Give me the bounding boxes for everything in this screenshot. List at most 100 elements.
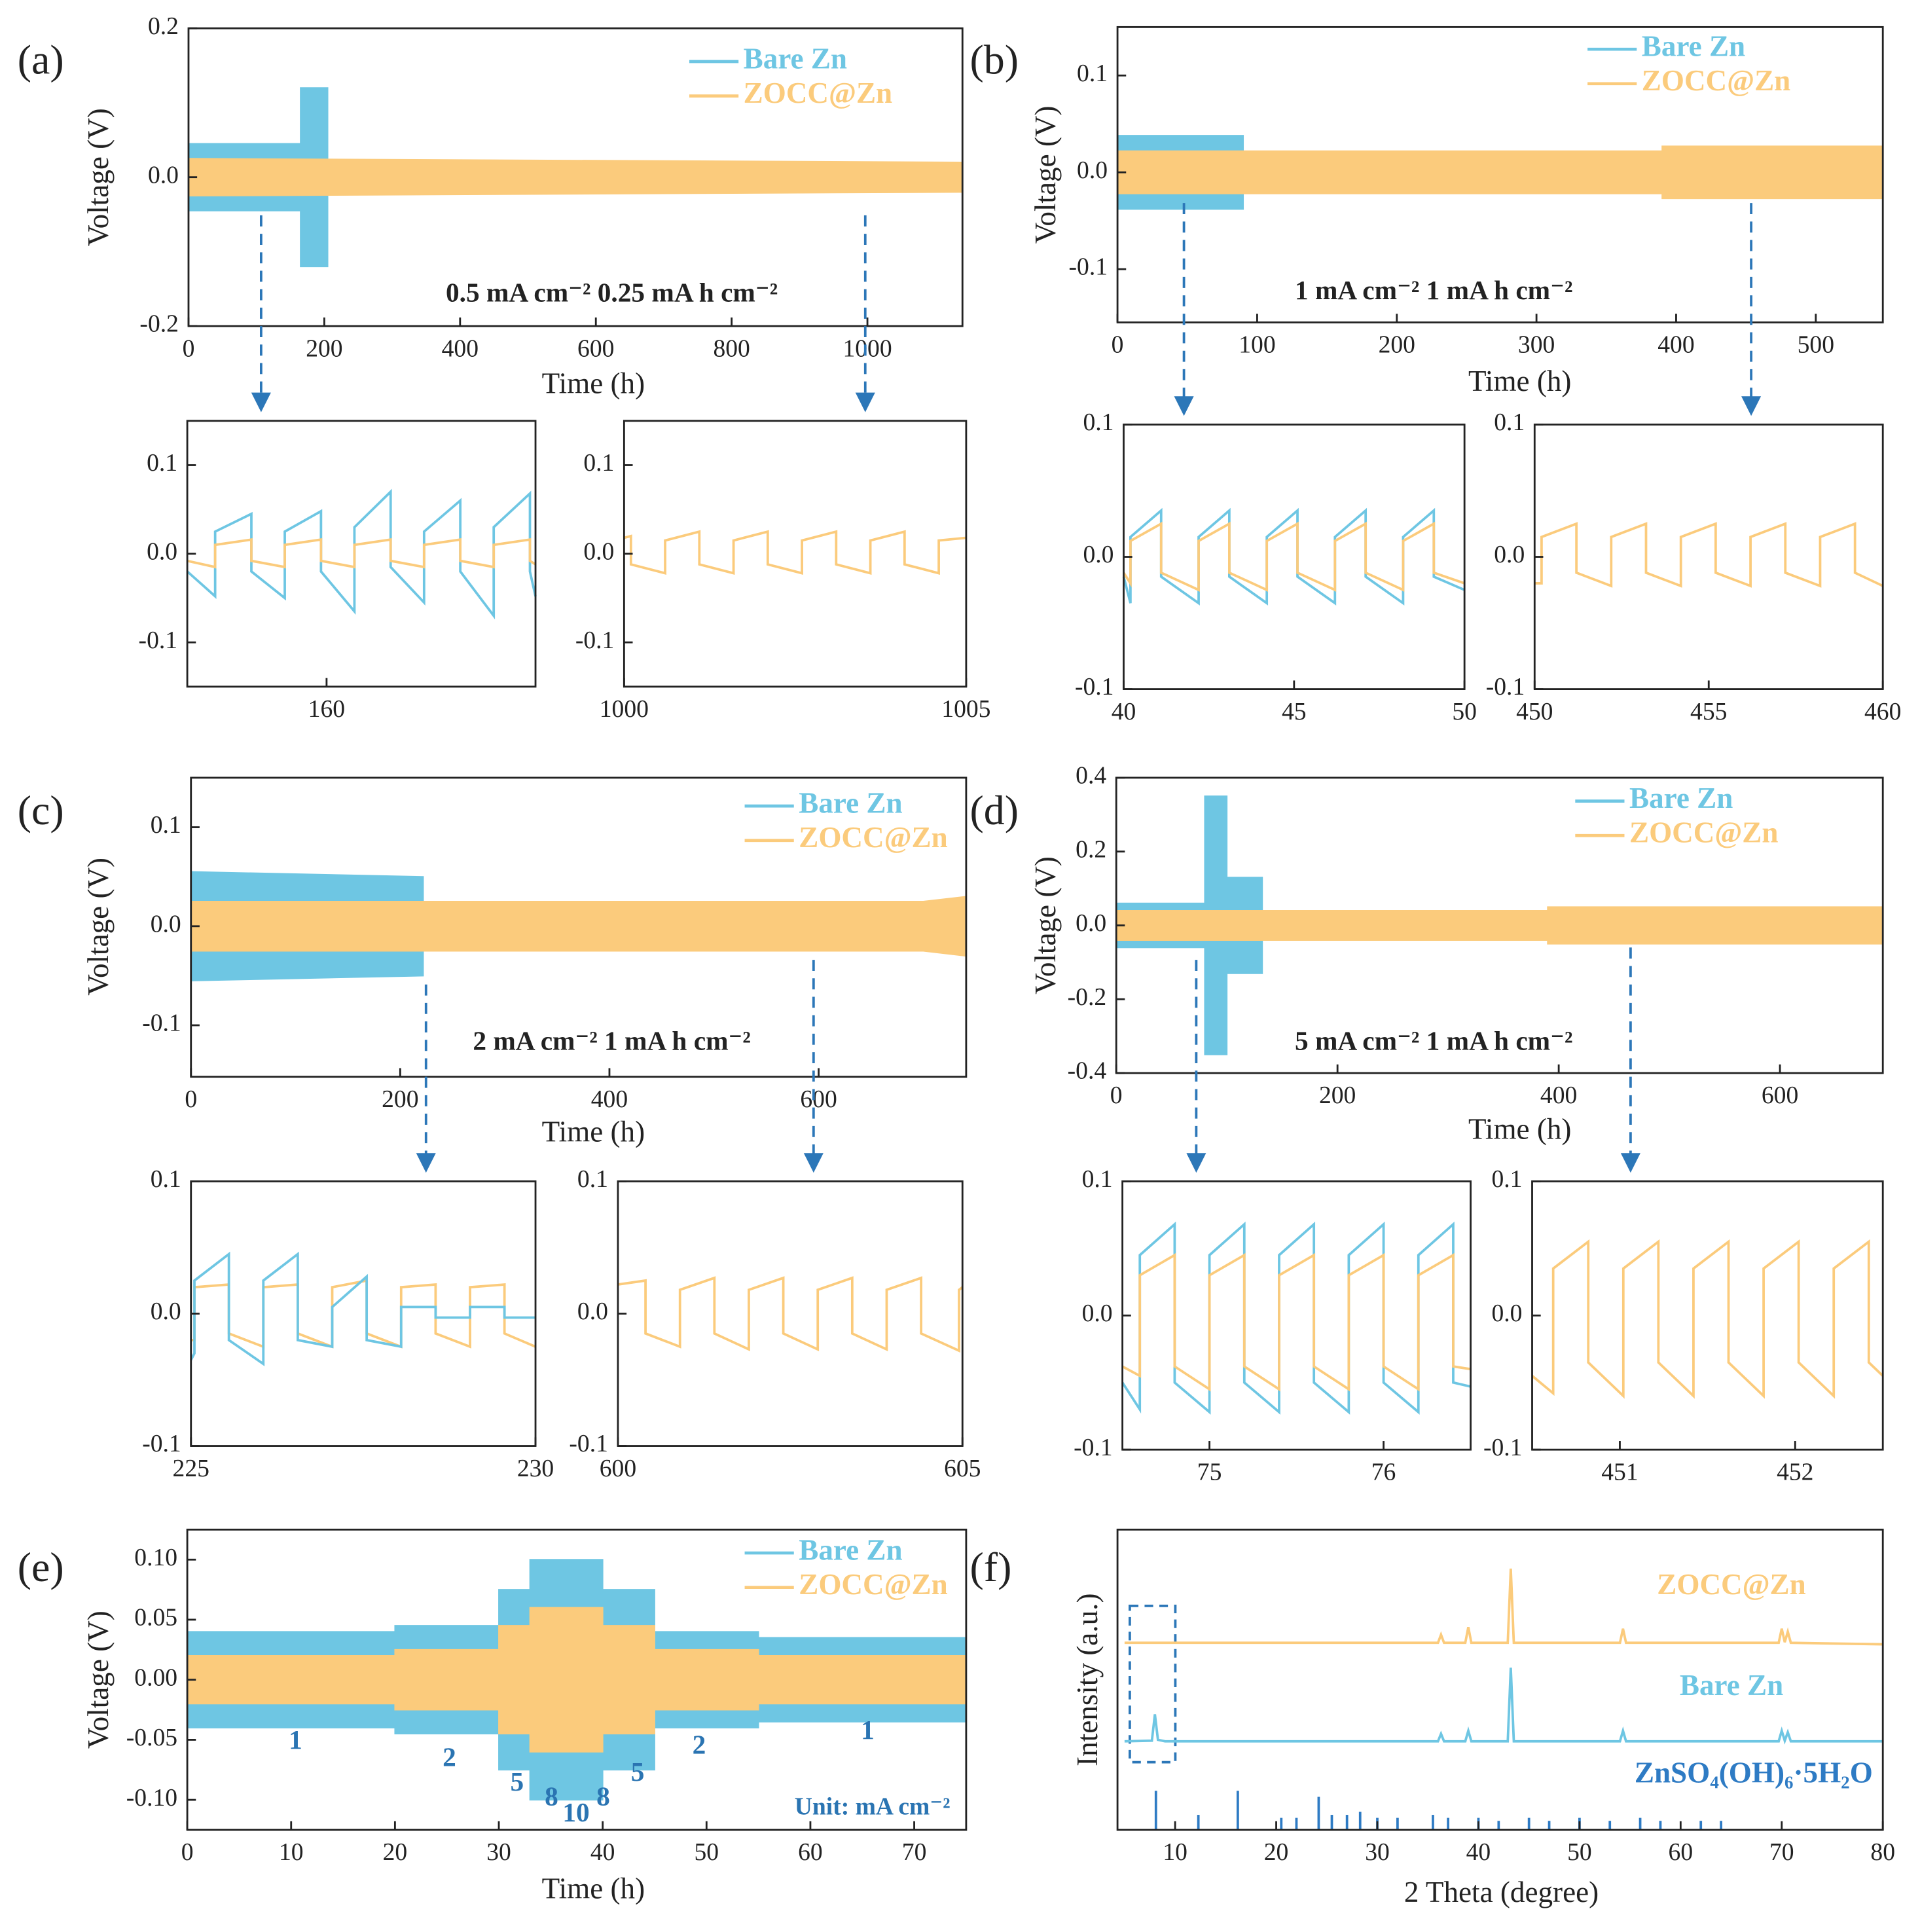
unit-label: Unit: mA cm⁻²	[795, 1794, 951, 1821]
y-tick-label: -0.1	[1075, 674, 1114, 701]
x-tick-label: 70	[1769, 1839, 1794, 1866]
x-axis-label: Time (h)	[1468, 1113, 1572, 1146]
x-tick-label: 0	[1112, 332, 1124, 359]
y-tick-label: -0.1	[1486, 674, 1525, 701]
y-tick-label: -0.1	[569, 1431, 608, 1457]
rate-label: 1	[289, 1724, 302, 1755]
legend-label: ZOCC@Zn	[1629, 816, 1778, 849]
voltage-band	[190, 896, 967, 957]
x-tick-label: 1005	[941, 696, 990, 723]
x-tick-label: 200	[1319, 1082, 1356, 1109]
voltage-band	[188, 158, 964, 197]
legend-label: Bare Zn	[799, 1533, 902, 1566]
series-line	[186, 488, 537, 620]
y-tick-label: 0.1	[1083, 409, 1114, 436]
y-tick-label: 0.0	[1082, 1300, 1113, 1327]
legend-label: Bare Zn	[1642, 30, 1745, 63]
legend-label: Bare Zn	[799, 787, 902, 820]
y-axis-label: Voltage (V)	[1029, 105, 1062, 244]
x-tick-label: 40	[590, 1839, 615, 1866]
voltage-band	[1115, 906, 1884, 945]
x-tick-label: 400	[442, 335, 479, 362]
y-tick-label: 0.0	[151, 911, 181, 938]
rate-label: 5	[511, 1766, 524, 1796]
rate-label: 8	[545, 1781, 558, 1811]
x-tick-label: 70	[902, 1839, 927, 1866]
y-tick-label: 0.4	[1076, 763, 1106, 790]
series-label: Bare Zn	[1680, 1669, 1783, 1702]
axis-frame	[623, 420, 968, 688]
y-tick-label: 0.1	[1494, 409, 1525, 436]
rate-label: 2	[443, 1741, 456, 1772]
x-axis-label: Time (h)	[542, 1115, 645, 1148]
x-tick-label: 45	[1282, 699, 1307, 725]
x-tick-label: 0	[185, 1086, 197, 1113]
axis-frame	[1533, 424, 1884, 690]
panel-label: (f)	[970, 1544, 1012, 1590]
y-axis-label: Voltage (V)	[82, 108, 115, 246]
x-tick-label: 20	[383, 1839, 408, 1866]
y-tick-label: 0.0	[1492, 1300, 1523, 1327]
y-tick-label: 0.1	[151, 1166, 181, 1193]
axis-frame	[190, 1180, 537, 1447]
x-tick-label: 455	[1690, 699, 1727, 725]
x-tick-label: 200	[306, 335, 342, 362]
x-tick-label: 0	[183, 335, 195, 362]
y-tick-label: 0.05	[134, 1605, 177, 1631]
x-tick-label: 600	[1762, 1082, 1798, 1109]
series-line	[617, 1276, 964, 1353]
x-axis-label: Time (h)	[542, 367, 645, 400]
panel-label: (c)	[18, 787, 64, 833]
axis-frame	[1116, 1528, 1884, 1831]
x-tick-label: 451	[1601, 1459, 1638, 1485]
legend-label: ZOCC@Zn	[799, 1568, 947, 1601]
x-axis-label: Time (h)	[1468, 365, 1572, 397]
legend-label: Bare Zn	[1629, 782, 1733, 814]
reference-label: ZnSO₄(OH)₆·5H₂O	[1635, 1757, 1873, 1789]
x-tick-label: 1000	[600, 696, 649, 723]
y-tick-label: 0.0	[1494, 541, 1525, 568]
x-tick-label: 20	[1264, 1839, 1289, 1866]
x-tick-label: 600	[577, 335, 614, 362]
y-tick-label: -0.1	[1483, 1434, 1523, 1461]
arrow-head	[855, 392, 875, 412]
series-line	[187, 538, 537, 569]
y-tick-label: 0.0	[151, 1298, 181, 1325]
y-tick-label: -0.10	[126, 1785, 177, 1812]
y-tick-label: -0.4	[1068, 1058, 1107, 1085]
y-tick-label: 0.0	[1077, 157, 1108, 184]
y-tick-label: 0.0	[148, 162, 179, 189]
y-tick-label: 0.0	[147, 538, 177, 565]
rate-label: 2	[693, 1730, 706, 1760]
x-tick-label: 400	[591, 1086, 628, 1113]
x-tick-label: 40	[1112, 699, 1136, 725]
x-tick-label: 160	[308, 696, 345, 723]
y-axis-label: Intensity (a.u.)	[1071, 1594, 1104, 1766]
x-tick-label: 600	[600, 1455, 636, 1482]
series-line	[1122, 521, 1465, 592]
x-tick-label: 200	[382, 1086, 418, 1113]
y-tick-label: -0.1	[142, 1010, 181, 1037]
condition-label: 2 mA cm⁻² 1 mA h cm⁻²	[473, 1025, 750, 1055]
legend-label: Bare Zn	[744, 42, 847, 75]
x-tick-label: 400	[1657, 332, 1694, 359]
y-tick-label: 0.1	[151, 812, 181, 839]
x-tick-label: 0	[181, 1839, 194, 1866]
panel-label: (a)	[18, 36, 64, 82]
arrow-head	[1741, 396, 1762, 416]
legend-label: ZOCC@Zn	[799, 821, 947, 854]
y-tick-label: 0.2	[148, 13, 179, 40]
y-tick-label: 0.1	[1077, 60, 1108, 87]
rate-label: 5	[631, 1757, 645, 1787]
x-tick-label: 452	[1777, 1459, 1813, 1485]
voltage-band	[187, 1607, 967, 1753]
y-tick-label: 0.1	[583, 450, 614, 477]
x-tick-label: 230	[517, 1455, 554, 1482]
y-tick-label: 0.1	[147, 450, 177, 477]
series-line	[1531, 1239, 1884, 1399]
highlight-box	[1129, 1605, 1177, 1764]
x-tick-label: 60	[1669, 1839, 1694, 1866]
x-tick-label: 800	[713, 335, 750, 362]
legend-label: ZOCC@Zn	[744, 77, 892, 109]
